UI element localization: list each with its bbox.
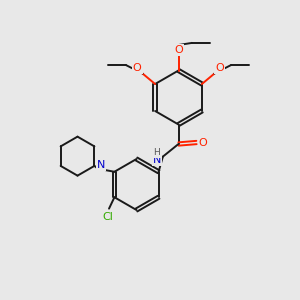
Text: Cl: Cl — [102, 212, 113, 222]
Text: N: N — [153, 154, 161, 165]
Text: O: O — [133, 63, 142, 73]
Text: H: H — [154, 148, 160, 157]
Text: O: O — [215, 63, 224, 73]
Text: O: O — [199, 137, 208, 148]
Text: N: N — [97, 160, 105, 170]
Text: O: O — [174, 45, 183, 55]
